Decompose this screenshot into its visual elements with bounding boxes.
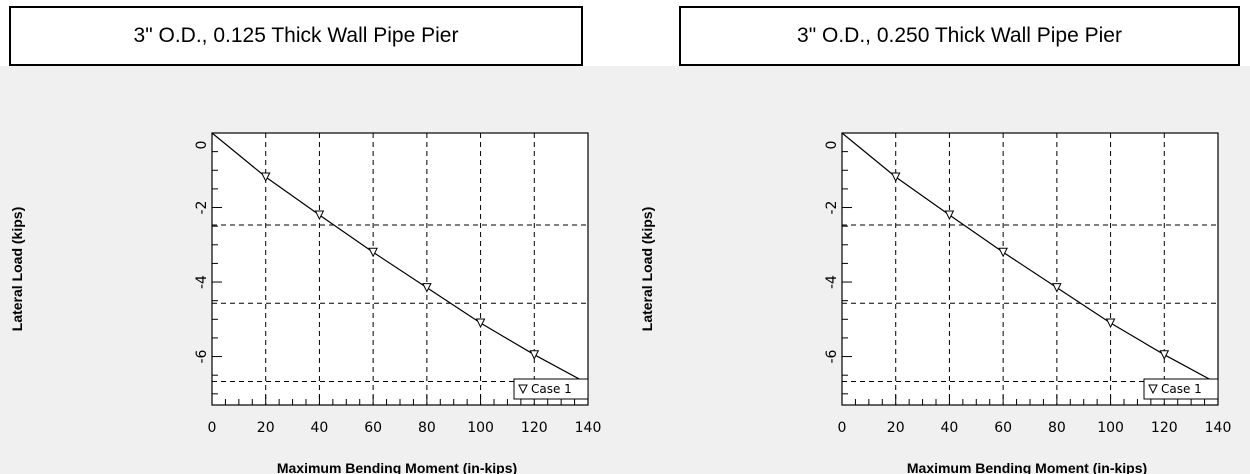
y-tick-label: -4 — [824, 275, 840, 289]
x-axis-label: Maximum Bending Moment (in-kips) — [907, 460, 1147, 474]
x-tick-label: 140 — [1205, 420, 1232, 436]
x-tick-label: 80 — [418, 420, 436, 436]
x-tick-label: 120 — [521, 420, 548, 436]
x-tick-label: 40 — [311, 420, 329, 436]
plot-border — [841, 132, 1219, 406]
left-chart-title: 3" O.D., 0.125 Thick Wall Pipe Pier — [9, 6, 583, 66]
legend-marker — [1148, 384, 1158, 395]
data-point-marker — [1052, 283, 1062, 293]
y-axis-label: Lateral Load (kips) — [639, 207, 655, 331]
plot-area — [842, 133, 1218, 405]
x-tick-label: 20 — [257, 420, 275, 436]
y-tick-label: 0 — [824, 141, 840, 150]
y-tick-label: -2 — [194, 201, 210, 215]
y-tick-label: -6 — [824, 349, 840, 363]
legend-box — [1143, 378, 1219, 400]
x-tick-label: 140 — [575, 420, 602, 436]
x-tick-label: 100 — [1097, 420, 1124, 436]
plot-area — [212, 133, 588, 405]
x-tick-label: 80 — [1048, 420, 1066, 436]
y-tick-label: 0 — [194, 141, 210, 150]
y-tick-label: -4 — [194, 275, 210, 289]
data-point-marker — [260, 172, 271, 183]
right-chart: 0 20 40 60 80 100 120 140 0 -2 -4 -6 Maximum Bending… — [639, 132, 1232, 474]
data-point-marker — [368, 247, 378, 258]
plot-border — [211, 132, 589, 406]
y-axis-label: Lateral Load (kips) — [9, 207, 25, 331]
series-line-case-1 — [211, 132, 589, 385]
x-tick-label: 0 — [208, 420, 217, 436]
data-point-marker — [475, 318, 486, 329]
legend-box — [513, 378, 589, 400]
x-tick-label: 100 — [467, 420, 494, 436]
legend-label: Case 1 — [1161, 382, 1202, 396]
legend-label: Case 1 — [531, 382, 572, 396]
data-point-marker — [1159, 350, 1170, 360]
x-tick-label: 60 — [364, 420, 382, 436]
x-tick-label: 20 — [887, 420, 905, 436]
x-tick-label: 60 — [994, 420, 1012, 436]
left-chart: 0 20 40 60 80 100 120 140 0 -2 -4 -6 Maximum Bending… — [9, 132, 602, 474]
data-point-marker — [890, 172, 901, 183]
x-axis-label: Maximum Bending Moment (in-kips) — [277, 460, 517, 474]
right-chart-title: 3" O.D., 0.250 Thick Wall Pipe Pier — [679, 6, 1240, 66]
data-point-marker — [529, 350, 540, 360]
data-point-marker — [944, 210, 955, 221]
data-point-marker — [422, 283, 432, 293]
legend-marker — [518, 384, 528, 395]
series-line-case-1 — [841, 132, 1219, 385]
x-tick-label: 40 — [941, 420, 959, 436]
x-tick-label: 120 — [1151, 420, 1178, 436]
data-point-marker — [998, 247, 1008, 258]
x-tick-label: 0 — [838, 420, 847, 436]
data-point-marker — [314, 210, 325, 221]
y-tick-label: -2 — [824, 201, 840, 215]
data-point-marker — [1105, 318, 1116, 329]
y-tick-label: -6 — [194, 349, 210, 363]
